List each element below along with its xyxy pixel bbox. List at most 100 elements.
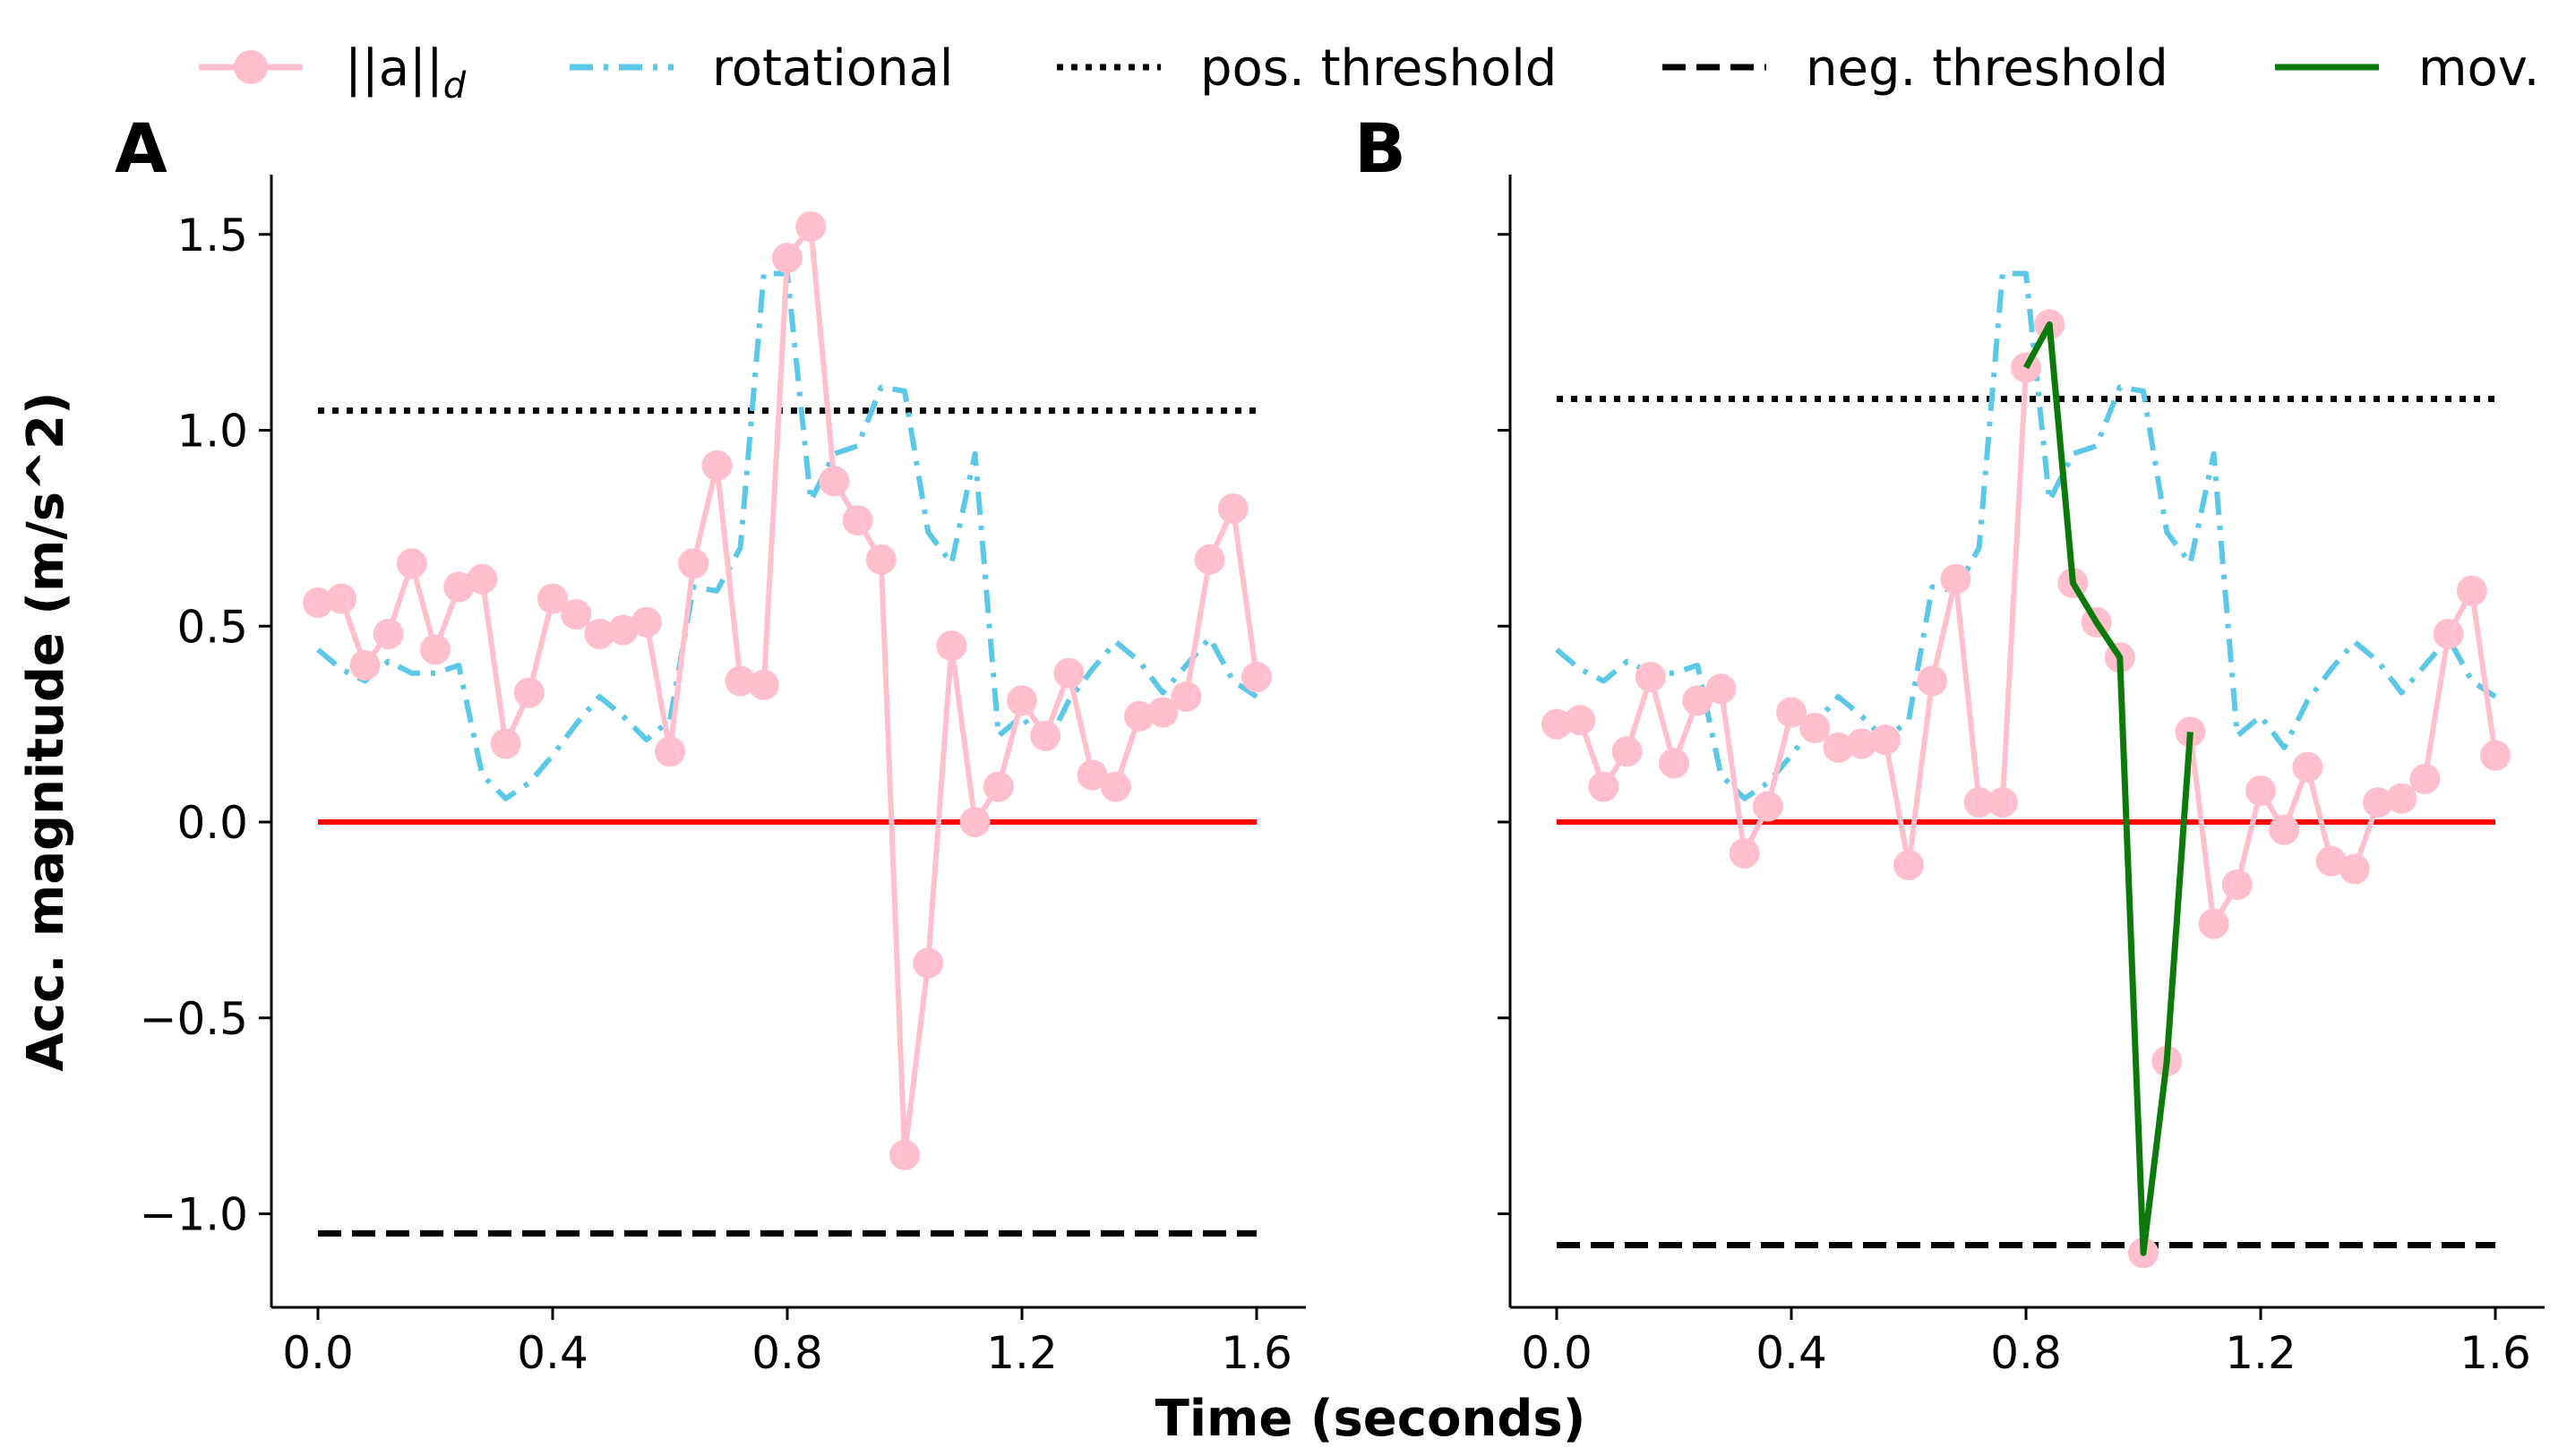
- panel-a-ytick-label: 1.5: [176, 210, 248, 261]
- panel-a-acc-point: [584, 619, 615, 649]
- panel-a-acc-point: [373, 619, 404, 649]
- panel-a-acc-point: [655, 736, 685, 767]
- panel-b-acc-point: [2245, 775, 2276, 806]
- panel-a-xtick-label: 0.8: [751, 1327, 823, 1379]
- panel-a-ytick-label: 0.0: [176, 797, 248, 849]
- panel-b-xtick-label: 0.0: [1521, 1327, 1593, 1379]
- panel-a-acc-point: [913, 947, 944, 979]
- panel-a-acc-point: [349, 650, 381, 681]
- panel-a-acc-point: [561, 599, 592, 630]
- panel-a-acc-point: [1100, 771, 1131, 802]
- panel-b-acc-point: [1776, 697, 1807, 728]
- panel-a-letter: A: [115, 108, 167, 188]
- panel-a-ytick-label: 1.0: [176, 406, 248, 458]
- panel-a-acc-point: [1053, 657, 1085, 689]
- panel-a-acc-point: [865, 544, 897, 575]
- legend-label-mov: mov.: [2418, 39, 2539, 98]
- x-axis-title: Time (seconds): [1155, 1390, 1586, 1448]
- panel-a-ytick-label: −1.0: [140, 1189, 248, 1241]
- panel-b-acc-point: [1869, 724, 1901, 756]
- panel-b-acc-point: [2433, 619, 2464, 649]
- panel-b-acc-point: [1987, 787, 2018, 818]
- legend-label-rotational: rotational: [712, 39, 953, 98]
- panel-b-ticks: 0.0 0.4 0.8 1.2 1.6: [1498, 233, 2531, 1379]
- panel-a-acc-point: [678, 548, 709, 579]
- legend-marker-acc: [234, 50, 268, 84]
- panel-b-acc-point: [2409, 763, 2441, 794]
- panel-a-acc-point: [795, 211, 827, 242]
- panel-b-acc-point: [2269, 814, 2300, 845]
- panel-b-acc-point: [1752, 791, 1783, 822]
- panel-b-acc-point: [1893, 850, 1924, 881]
- panel-b-acc-point: [1659, 748, 1689, 779]
- panel-b-acc-point: [2480, 740, 2511, 771]
- panel-a: A 0.0 0.4 0.8 1.2 1.6 1.5 1.0 0.5 0.0 −0.5 −1.0: [115, 108, 1306, 1379]
- panel-a-acc-point: [631, 606, 662, 638]
- panel-b-acc-point: [1635, 662, 1666, 693]
- panel-a-acc-point: [467, 563, 498, 595]
- panel-a-acc-point: [959, 807, 991, 837]
- panel-b-acc-point: [2363, 787, 2393, 818]
- panel-b: B 0.0 0.4 0.8 1.2 1.6: [1354, 108, 2545, 1379]
- panel-b-acc-point: [1565, 705, 1596, 736]
- panel-a-acc-point: [396, 548, 427, 579]
- panel-b-acc-point: [1682, 685, 1713, 716]
- panel-a-acc-point: [772, 243, 803, 273]
- legend-item-mov: mov.: [2275, 39, 2539, 98]
- panel-a-acc-point: [1241, 662, 1272, 693]
- panel-b-acc-point: [1917, 665, 1948, 697]
- panel-a-acc-point: [936, 630, 967, 662]
- panel-a-acc-point: [1217, 493, 1249, 524]
- panel-b-acc-point: [1823, 732, 1854, 763]
- panel-a-ytick-label: −0.5: [140, 993, 248, 1045]
- panel-b-rotational-line: [1555, 270, 2497, 801]
- panel-a-acc-point: [889, 1139, 920, 1170]
- panel-a-acc-point: [1007, 685, 1037, 716]
- panel-a-acc-point: [537, 583, 568, 614]
- legend-item-neg-threshold: neg. threshold: [1662, 39, 2168, 98]
- panel-a-xtick-label: 1.2: [986, 1327, 1058, 1379]
- panel-a-xtick-label: 0.0: [282, 1327, 354, 1379]
- legend: ||a||d rotational pos. threshold neg. th…: [199, 39, 2539, 107]
- panel-a-acc-point: [748, 669, 779, 700]
- panel-b-acc-point: [1541, 708, 1572, 740]
- panel-a-ytick-label: 0.5: [176, 601, 248, 653]
- panel-b-acc-line: [1556, 321, 2498, 1256]
- panel-b-acc-point: [2292, 751, 2323, 783]
- legend-item-pos-threshold: pos. threshold: [1057, 39, 1557, 98]
- legend-label-pos-threshold: pos. threshold: [1200, 39, 1557, 98]
- legend-item-acc: ||a||d: [199, 39, 467, 107]
- panel-b-acc-point: [1705, 673, 1737, 705]
- panel-b-letter: B: [1354, 108, 1406, 188]
- panel-b-acc-point: [2339, 853, 2370, 885]
- legend-label-neg-threshold: neg. threshold: [1806, 39, 2168, 98]
- panel-a-acc-point: [1171, 681, 1202, 712]
- panel-b-acc-point: [1963, 787, 1995, 818]
- panel-a-acc-point: [303, 587, 333, 618]
- panel-a-acc-line: [317, 224, 1259, 1158]
- panel-a-acc-point: [326, 583, 357, 614]
- panel-a-ticks: 0.0 0.4 0.8 1.2 1.6 1.5 1.0 0.5 0.0 −0.5 −1.0: [140, 210, 1292, 1379]
- panel-b-xtick-label: 1.6: [2460, 1327, 2531, 1379]
- panel-a-acc-point: [607, 614, 639, 646]
- panel-a-acc-point: [1077, 759, 1108, 791]
- panel-a-acc-point: [701, 450, 733, 481]
- panel-b-acc-point: [1799, 713, 1831, 743]
- panel-b-xtick-label: 1.2: [2225, 1327, 2297, 1379]
- panel-a-acc-point: [842, 505, 873, 536]
- panel-a-acc-point: [513, 677, 545, 708]
- panel-a-acc-point: [983, 771, 1014, 802]
- panel-a-acc-point: [443, 571, 475, 603]
- panel-b-acc-point: [1729, 838, 1760, 869]
- y-axis-title: Acc. magnitude (m/s^2): [17, 391, 75, 1071]
- panel-a-acc-point: [1030, 720, 1061, 751]
- panel-a-acc-point: [1147, 697, 1179, 728]
- panel-a-rotational-line: [316, 270, 1258, 801]
- panel-a-xtick-label: 1.6: [1221, 1327, 1292, 1379]
- panel-b-xtick-label: 0.8: [1990, 1327, 2062, 1379]
- panel-a-acc-point: [490, 728, 521, 759]
- panel-a-acc-point: [1124, 700, 1155, 732]
- panel-a-acc-point: [420, 634, 451, 665]
- panel-b-acc-point: [2315, 845, 2347, 877]
